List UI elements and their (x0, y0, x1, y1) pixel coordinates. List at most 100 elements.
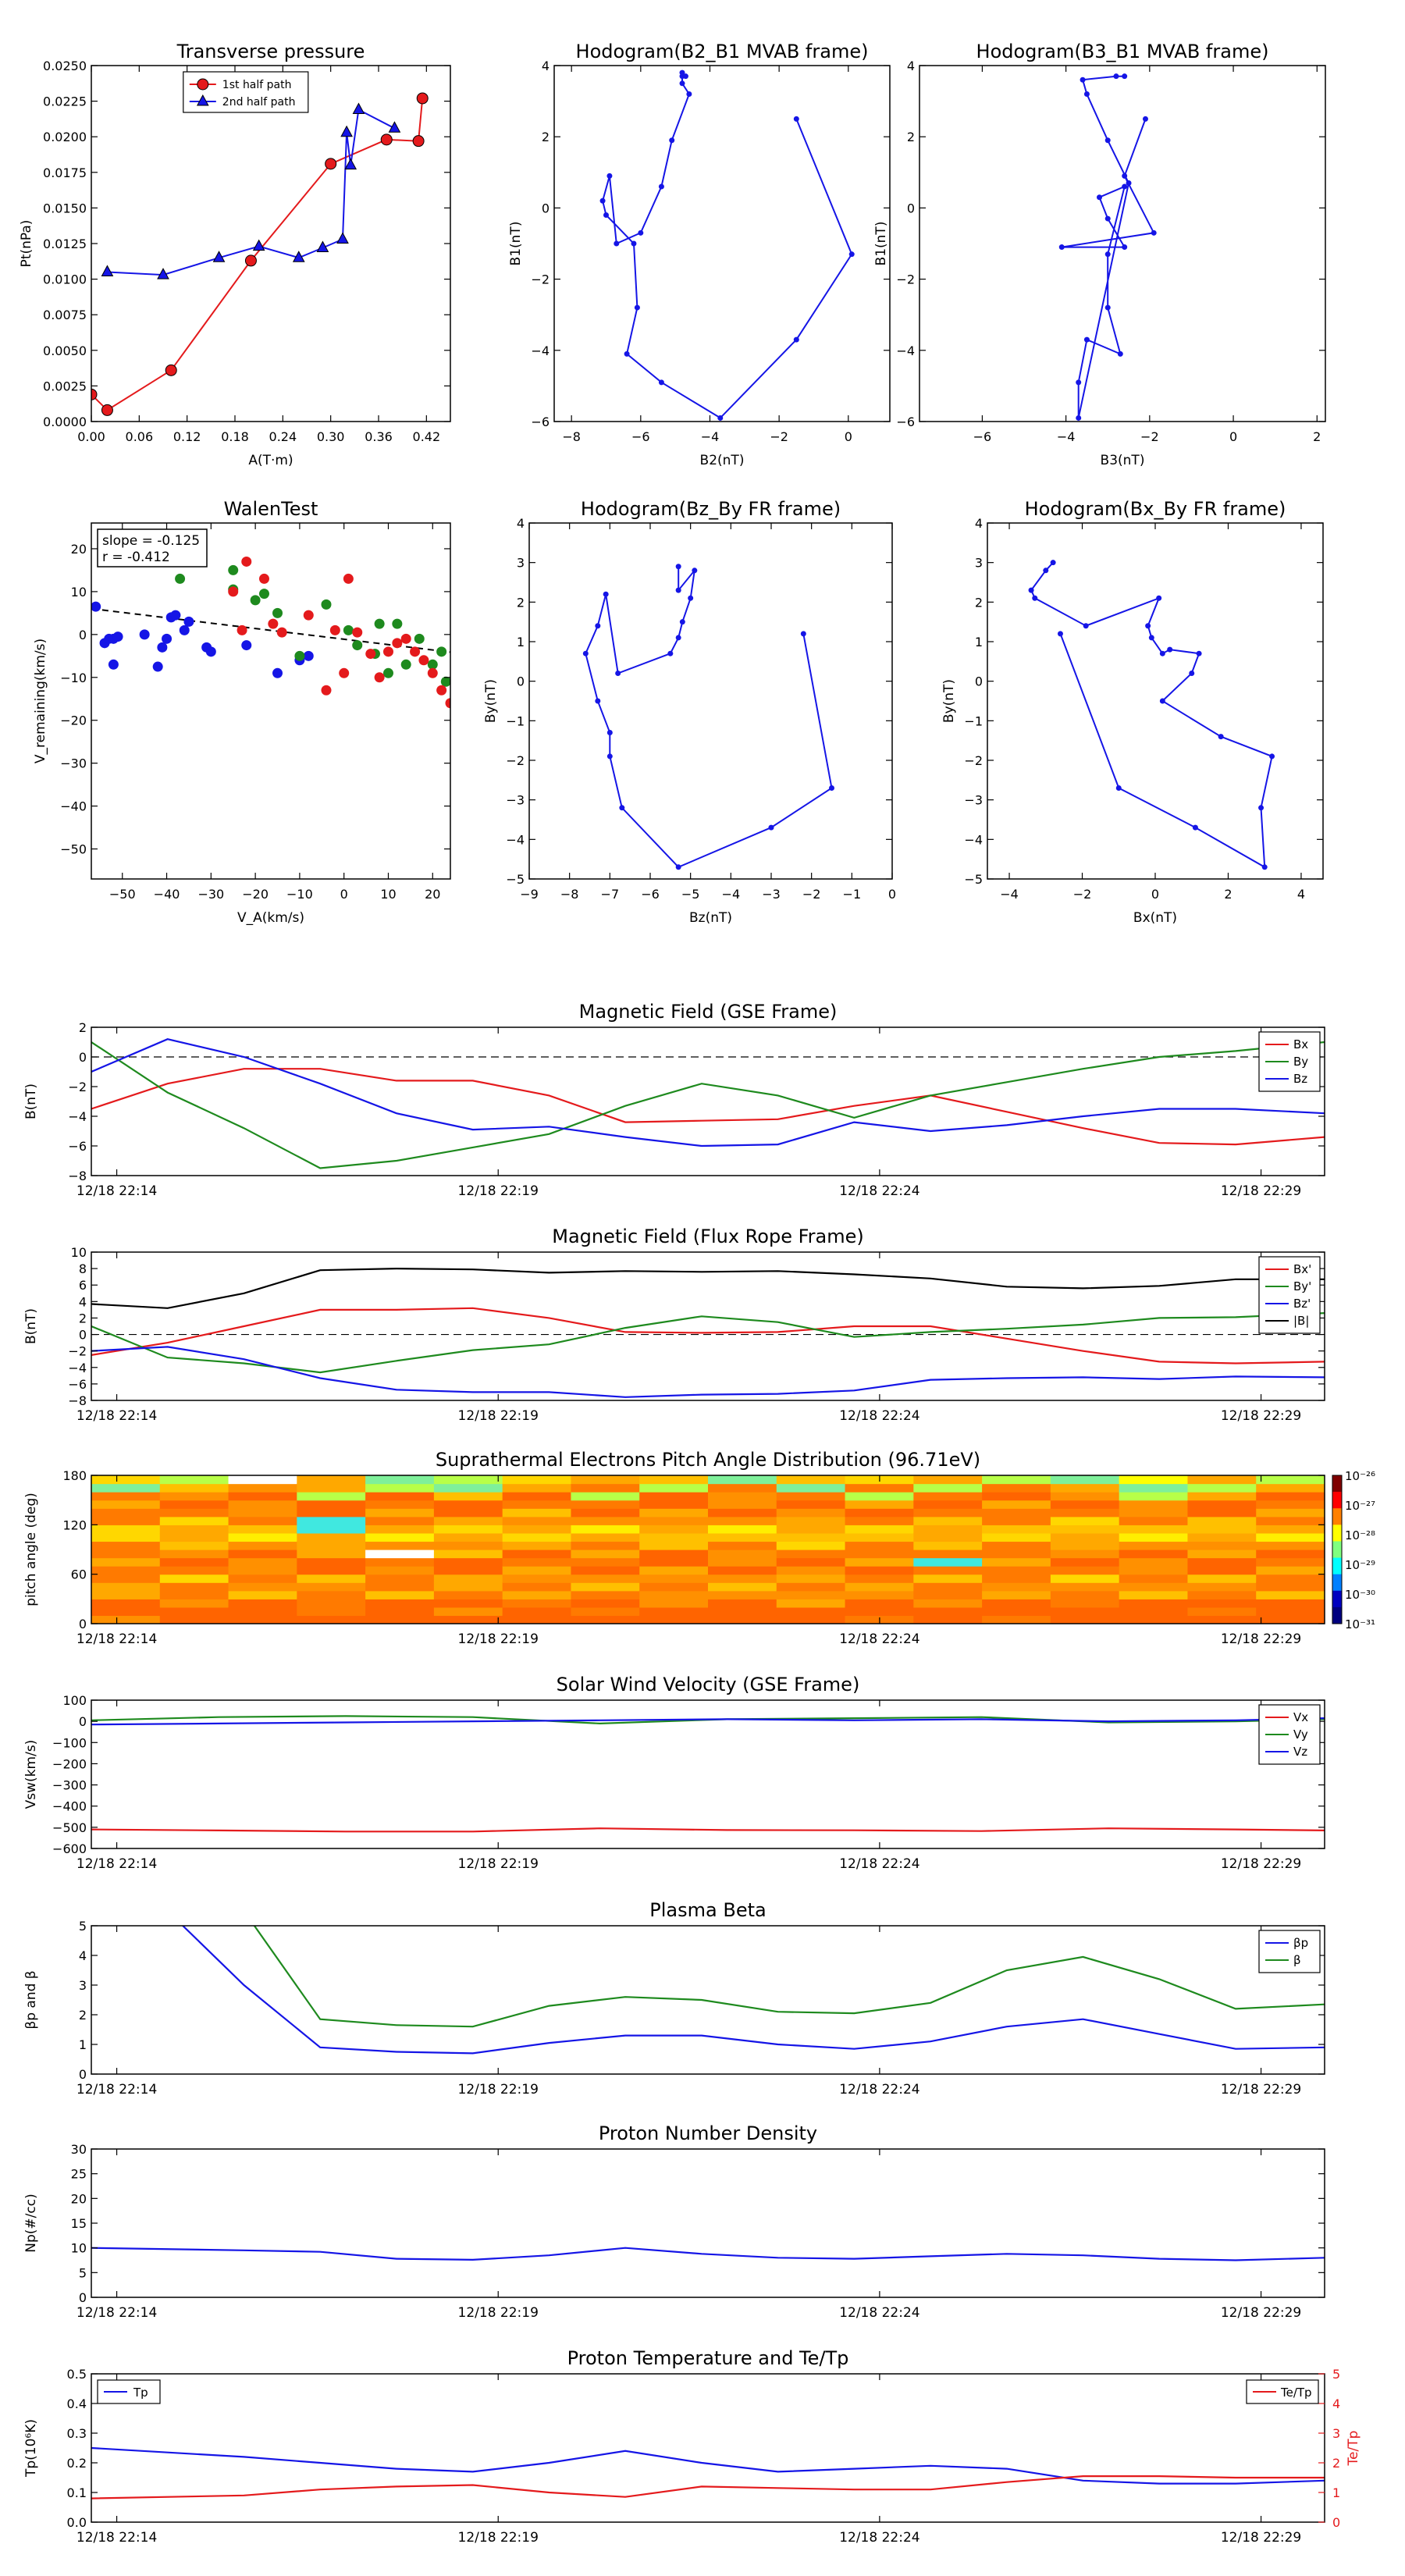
h31-title: Hodogram(B3_B1 MVAB frame) (976, 41, 1269, 62)
pad-heatmap-cell (982, 1550, 1051, 1559)
tp-legend-point (197, 78, 209, 91)
pad-heatmap-cell (433, 1483, 503, 1493)
walen-ytick-label: 0 (79, 628, 87, 642)
pad-heatmap-cell (297, 1475, 366, 1485)
pad-heatmap-cell (297, 1483, 366, 1493)
h21-xtick-label: −4 (701, 429, 720, 444)
walen-xtick-label: −10 (286, 887, 313, 902)
h21-point (793, 336, 799, 343)
tp_ratio-title: Proton Temperature and Te/Tp (567, 2347, 849, 2369)
hxy-point (1115, 785, 1122, 791)
h31-point (1122, 183, 1128, 190)
hxy-ytick-label: 1 (975, 635, 983, 649)
pad-heatmap-cell (776, 1566, 846, 1575)
pad-heatmap-cell (1256, 1606, 1325, 1617)
tp_ratio-plot-area (91, 2446, 1325, 2500)
pad-heatmap-cell (1256, 1574, 1325, 1583)
pad-heatmap-cell (1187, 1492, 1257, 1501)
pad-heatmap-cell (708, 1508, 777, 1517)
walen-point (228, 564, 239, 575)
pad-heatmap-cell (433, 1590, 503, 1599)
pad-heatmap-cell (1050, 1615, 1120, 1624)
beta-frame (91, 1925, 1325, 2075)
hxy-point (1159, 650, 1165, 656)
tp-ytick-label: 0.0150 (43, 201, 87, 215)
pad-heatmap-cell (91, 1566, 161, 1575)
mag_gse-xtick-label: 12/18 22:29 (1221, 1183, 1301, 1199)
walen-xlabel: V_A(km/s) (237, 910, 304, 926)
pad-heatmap-cell (913, 1541, 983, 1550)
tp-frame (91, 65, 451, 422)
pad-heatmap-cell (159, 1599, 229, 1608)
pad-heatmap-cell (1256, 1541, 1325, 1550)
pad-heatmap-cell (159, 1541, 229, 1550)
np-xtick-label: 12/18 22:24 (839, 2305, 919, 2321)
hzy-xtick-label: −5 (681, 887, 700, 902)
hzy-point (595, 698, 601, 704)
pad-heatmap-cell (708, 1532, 777, 1542)
tp-ytick-label: 0.0100 (43, 272, 87, 287)
pad-heatmap-cell (1050, 1475, 1120, 1485)
pad-heatmap-cell (91, 1557, 161, 1567)
pad-heatmap-cell (365, 1557, 435, 1567)
mag_fr-series-line (91, 1312, 1325, 1374)
h31-xtick-label: 2 (1313, 429, 1321, 444)
pad-heatmap-cell (1256, 1492, 1325, 1501)
walen-plot-area (91, 556, 450, 709)
pad-heatmap-cell (913, 1590, 983, 1599)
pad-title: Suprathermal Electrons Pitch Angle Distr… (436, 1449, 980, 1471)
pad-heatmap-cell (297, 1606, 366, 1617)
hxy-point (1156, 595, 1162, 601)
pad-heatmap-cell (91, 1574, 161, 1583)
vsw-legend-label: Vy (1293, 1727, 1308, 1742)
pad-heatmap-cell (91, 1615, 161, 1624)
pad-heatmap-cell (159, 1475, 229, 1485)
np-ytick-label: 30 (71, 2142, 87, 2157)
hzy-frame (528, 522, 893, 880)
pad-colorbar-segment (1332, 1475, 1342, 1493)
hxy-xlabel: Bx(nT) (1133, 910, 1177, 926)
h21-point (679, 69, 685, 76)
pad-heatmap-cell (91, 1508, 161, 1517)
tp_ratio-ytick-label: 0.5 (67, 2367, 87, 2382)
np-xtick-label: 12/18 22:29 (1221, 2305, 1301, 2321)
hxy-ytick-label: −2 (964, 753, 983, 768)
walen-point (418, 655, 429, 666)
walen-point (392, 618, 403, 629)
pad-heatmap-cell (639, 1500, 709, 1509)
mag_gse-ytick-label: 2 (79, 1020, 87, 1035)
hxy-ytick-label: 0 (975, 674, 983, 689)
tp-ytick-label: 0.0025 (43, 379, 87, 393)
h21-xtick-label: −6 (631, 429, 650, 444)
vsw-ytick-label: −500 (52, 1820, 87, 1835)
pad-heatmap-cell (433, 1550, 503, 1559)
walen-point (139, 629, 150, 640)
pad-heatmap-cell (433, 1606, 503, 1617)
h31-xtick-label: 0 (1229, 429, 1237, 444)
pad-heatmap-cell (1187, 1557, 1257, 1567)
pad-heatmap-cell (1187, 1541, 1257, 1550)
mag_fr-ytick-label: 4 (79, 1294, 87, 1309)
walen-ytick-label: −10 (60, 671, 87, 685)
h31-point (1076, 415, 1082, 421)
h31-ytick-label: 2 (907, 130, 915, 144)
pad-colorbar-segment (1332, 1590, 1342, 1608)
np-ytick-label: 25 (71, 2167, 87, 2182)
mag_fr-series-line (91, 1267, 1325, 1309)
pad-heatmap-cell (982, 1525, 1051, 1534)
pad-heatmap-cell (502, 1566, 572, 1575)
pad-heatmap-cell (502, 1550, 572, 1559)
tp-ytick-label: 0.0050 (43, 343, 87, 358)
mag_gse-ytick-label: −8 (68, 1169, 87, 1183)
hzy-ytick-label: 1 (517, 635, 525, 649)
pad-heatmap-cell (1187, 1516, 1257, 1525)
pad-heatmap-cell (433, 1574, 503, 1583)
walen-point (303, 610, 314, 621)
hxy-ytick-label: −5 (964, 872, 983, 887)
pad-heatmap-cell (1050, 1557, 1120, 1567)
vsw-frame (91, 1699, 1325, 1849)
pad-colorbar-label: 10⁻²⁶ (1345, 1469, 1375, 1483)
pad-heatmap-cell (365, 1516, 435, 1525)
beta-series-line (253, 1926, 1325, 2028)
